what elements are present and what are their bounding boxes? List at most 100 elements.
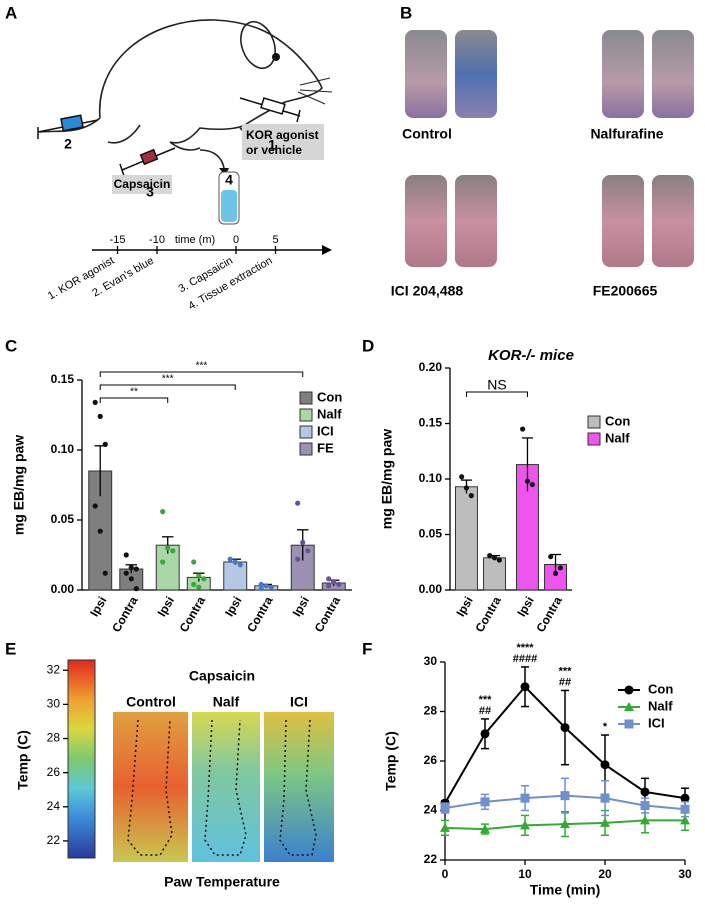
timeline-tick-label: -10 xyxy=(149,234,165,246)
mouse-body xyxy=(99,19,323,144)
data-point xyxy=(300,539,306,546)
legend-label: ICI xyxy=(648,715,665,730)
data-point xyxy=(102,441,108,447)
colorbar-tick-label: 28 xyxy=(47,731,61,745)
y-tick-label: 0.15 xyxy=(51,372,75,386)
data-point xyxy=(331,579,337,585)
legend-swatch xyxy=(587,432,601,446)
marker xyxy=(480,824,490,834)
significance-label: ** xyxy=(130,387,138,398)
timeline-tick-label: -15 xyxy=(110,234,126,246)
data-point xyxy=(133,586,139,592)
marker xyxy=(640,815,650,825)
y-axis-label: mg EB/mg paw xyxy=(379,429,395,529)
annotation: ## xyxy=(559,676,571,688)
data-point xyxy=(263,583,269,589)
panel-letter: E xyxy=(5,639,16,658)
timeline-arrow xyxy=(322,245,332,255)
x-tick-label: Contra xyxy=(109,594,141,635)
legend-label: Con xyxy=(648,681,673,696)
thermal-image xyxy=(192,712,260,862)
bar xyxy=(223,561,248,591)
data-point xyxy=(123,570,129,576)
y-tick-label: 0.20 xyxy=(419,360,443,374)
data-point xyxy=(295,556,301,562)
x-tick-label: Ipsi xyxy=(290,594,312,619)
panel-letter: D xyxy=(362,336,374,355)
legend-label: Nalf xyxy=(648,698,673,713)
y-tick-label: 0.00 xyxy=(419,582,443,596)
colorbar xyxy=(67,659,96,859)
photo xyxy=(455,30,497,118)
y-tick-label: 22 xyxy=(424,852,438,866)
data-point xyxy=(295,500,301,506)
marker xyxy=(600,817,610,827)
photo-caption: FE200665 xyxy=(593,283,658,299)
data-point xyxy=(548,554,554,560)
marker xyxy=(680,815,690,825)
photo xyxy=(602,175,644,267)
y-tick-label: 0.05 xyxy=(419,527,443,541)
y-tick-label: 0.00 xyxy=(51,582,75,596)
data-point xyxy=(191,559,197,565)
syringe-number: 1 xyxy=(268,137,276,153)
marker xyxy=(560,723,570,733)
marker xyxy=(560,819,570,829)
label-box xyxy=(112,175,172,194)
photo xyxy=(602,30,644,118)
marker xyxy=(440,803,450,813)
annotation: ## xyxy=(479,705,491,717)
marker xyxy=(640,787,650,797)
data-point xyxy=(326,583,332,589)
data-point xyxy=(468,493,474,499)
x-tick-label: Contra xyxy=(472,594,504,635)
y-axis-label: mg EB/mg paw xyxy=(11,435,27,535)
column-label: ICI xyxy=(290,694,308,710)
annotation: *** xyxy=(479,694,493,706)
data-point xyxy=(97,413,103,419)
legend-swatch xyxy=(299,408,313,422)
significance-label: NS xyxy=(487,377,506,393)
data-point xyxy=(463,485,470,491)
data-point xyxy=(557,565,563,571)
data-point xyxy=(227,556,233,562)
marker xyxy=(520,793,530,803)
data-point xyxy=(201,576,207,582)
y-tick-label: 0.05 xyxy=(51,512,75,526)
significance-label: *** xyxy=(196,361,208,372)
y-axis-label: Temp (C) xyxy=(383,731,399,791)
bar xyxy=(483,557,507,591)
x-tick-label: Contra xyxy=(177,594,209,635)
tube-liquid xyxy=(221,190,237,222)
drug-label: or vehicle xyxy=(246,143,302,157)
photo xyxy=(405,175,447,267)
timeline-event: 1. KOR agonist xyxy=(46,255,117,303)
data-point xyxy=(191,581,197,588)
mouse-ear xyxy=(240,20,276,70)
data-point xyxy=(133,566,139,572)
marker xyxy=(624,702,634,711)
photo-caption: Nalfurafine xyxy=(590,126,663,142)
data-point xyxy=(92,399,98,405)
photo xyxy=(455,175,497,267)
panel-letter: B xyxy=(400,3,412,22)
x-tick-label: Ipsi xyxy=(453,594,475,619)
data-point xyxy=(196,584,202,590)
legend-swatch xyxy=(299,425,313,439)
data-point xyxy=(258,581,264,588)
thermal-image xyxy=(264,712,334,862)
colorbar-tick-label: 32 xyxy=(47,662,61,676)
data-point xyxy=(336,581,342,588)
data-point xyxy=(128,565,134,571)
syringe-number: 4 xyxy=(225,172,233,188)
y-tick-label: 30 xyxy=(424,654,438,668)
photo xyxy=(652,30,694,118)
data-point xyxy=(520,426,526,432)
data-point xyxy=(237,562,243,568)
x-tick-label: 0 xyxy=(442,867,449,881)
data-point xyxy=(487,552,493,559)
data-point xyxy=(128,576,134,582)
annotation: #### xyxy=(513,653,537,665)
timeline-tick-label: 0 xyxy=(233,234,239,246)
legend-swatch xyxy=(587,415,601,429)
